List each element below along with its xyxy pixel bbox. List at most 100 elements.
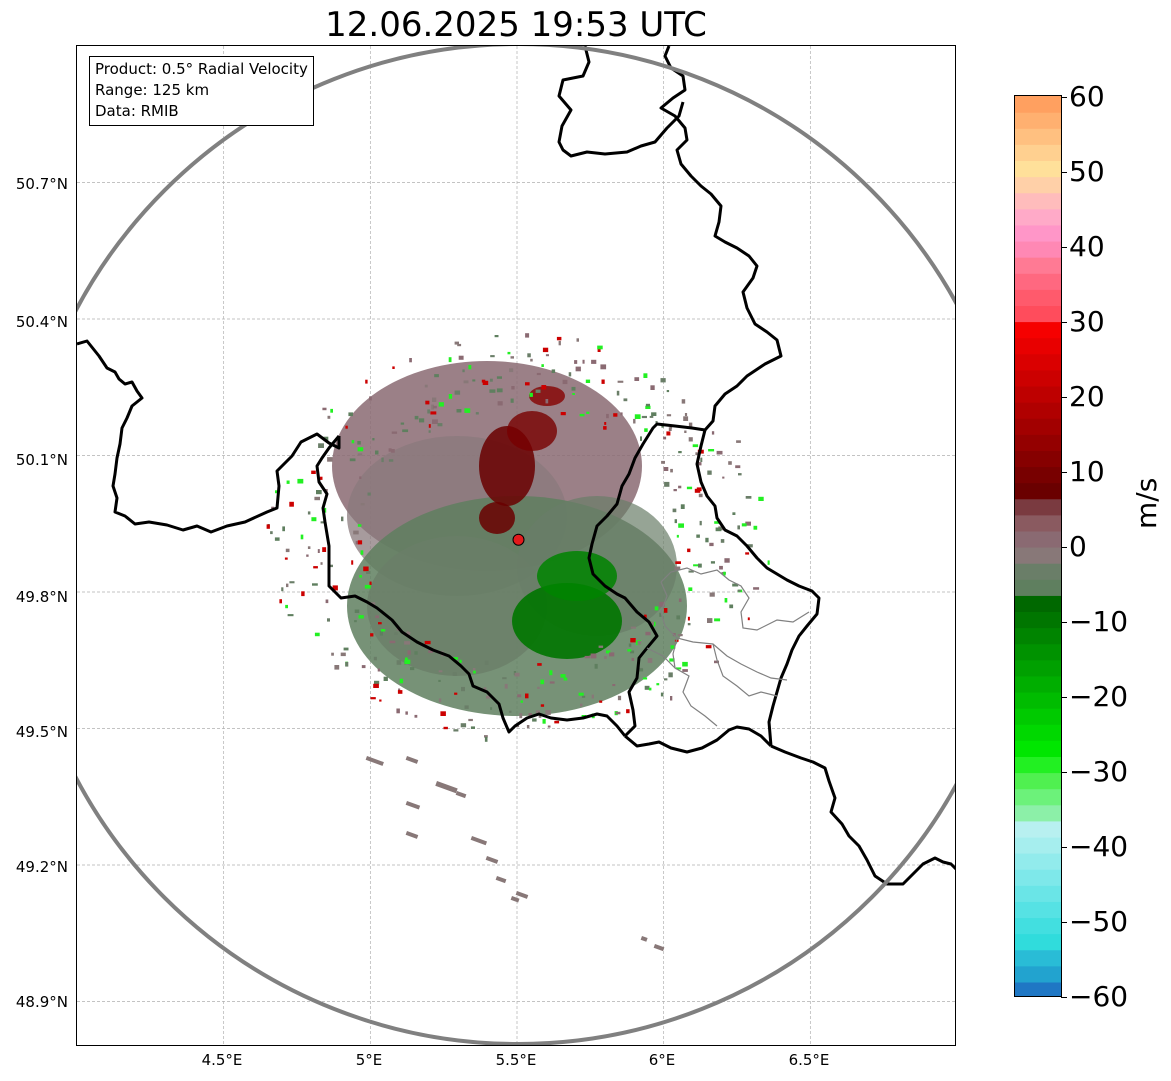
product-label: Product: 0.5° Radial Velocity (95, 60, 308, 78)
echo-pixel (707, 470, 712, 475)
echo-pixel (715, 527, 722, 532)
echo-pixel (737, 525, 740, 530)
echo-pixel (672, 508, 677, 513)
echo-pixel (670, 645, 676, 649)
echo-pixel (644, 685, 650, 690)
echo-pixel (287, 614, 294, 617)
echo-pixel (537, 686, 540, 689)
echo-pixel (613, 413, 618, 417)
echo-pixel (530, 358, 533, 362)
colorbar-segment (1015, 224, 1061, 242)
echo-pixel (563, 677, 568, 681)
echo-pixel (320, 476, 323, 480)
echo-pixel (660, 692, 664, 697)
echo-pixel (641, 415, 647, 419)
echo-pixel (562, 379, 568, 385)
echo-pixel (353, 530, 359, 535)
echo-pixel (747, 617, 750, 621)
echo-pixel (325, 599, 329, 604)
echo-pixel (747, 544, 753, 548)
echo-pixel (688, 587, 693, 591)
echo-pixel (724, 598, 728, 603)
echo-pixel (462, 369, 465, 373)
echo-pixel (454, 341, 459, 345)
echo-pixel (554, 720, 560, 724)
echo-pixel (520, 700, 523, 703)
echo-pixel (464, 705, 469, 709)
echo-pixel (327, 618, 330, 622)
echo-pixel (670, 468, 673, 473)
echo-pixel (286, 583, 289, 588)
echo-pixel (327, 457, 333, 462)
echo-pixel (732, 583, 739, 587)
colorbar-segment (1015, 885, 1061, 902)
colorbar-segment (1015, 450, 1061, 468)
colorbar-tick-mark (1061, 97, 1067, 98)
echo-pixel (682, 669, 688, 672)
echo-pixel (301, 591, 305, 597)
echo-pixel (399, 678, 404, 684)
colorbar-segment (1015, 595, 1061, 613)
district-boundary (672, 637, 718, 727)
echo-pixel (676, 534, 679, 538)
echo-pixel (753, 525, 758, 530)
echo-pixel (572, 393, 575, 395)
colorbar-tick-mark (1061, 922, 1067, 923)
echo-pixel (627, 649, 632, 652)
echo-pixel (314, 632, 320, 637)
echo-pixel (538, 714, 542, 718)
echo-pixel (527, 353, 531, 358)
clutter-streak (405, 830, 419, 839)
echo-pixel (428, 430, 431, 433)
echo-pixel (663, 467, 669, 471)
echo-pixel (673, 489, 677, 492)
echo-pixel (545, 354, 549, 357)
colorbar-segment (1015, 257, 1061, 274)
echo-pixel (452, 672, 457, 676)
colorbar-tick-mark (1061, 622, 1067, 623)
echo-pixel (600, 364, 607, 370)
echo-pixel (504, 683, 508, 689)
radar-map[interactable] (76, 45, 956, 1046)
echo-pixel (643, 373, 648, 378)
echo-pixel (454, 390, 461, 395)
colorbar-segment (1015, 643, 1061, 661)
echo-pixel (540, 704, 545, 707)
echo-pixel (698, 493, 703, 498)
echo-pixel (430, 411, 437, 415)
colorbar-segment (1015, 740, 1061, 757)
echo-pixel (664, 481, 670, 487)
echo-pixel (693, 564, 699, 567)
colorbar-tick-label: 20 (1069, 380, 1105, 413)
echo-pixel (678, 485, 682, 489)
echo-pixel (767, 560, 770, 565)
colorbar-segment (1015, 112, 1061, 129)
echo-pixel (732, 512, 736, 515)
netherlands-border (557, 46, 685, 158)
echo-pixel (669, 658, 675, 662)
echo-pixel (517, 694, 522, 698)
echo-pixel (560, 674, 566, 678)
echo-pixel (366, 571, 371, 574)
echo-pixel (509, 368, 514, 373)
range-label: Range: 125 km (95, 81, 210, 99)
echo-pixel (640, 668, 644, 672)
echo-pixel (331, 652, 334, 656)
echo-pixel (307, 546, 311, 549)
echo-pixel (722, 476, 725, 479)
echo-pixel (654, 606, 659, 611)
echo-pixel (357, 524, 362, 527)
echo-pixel (482, 380, 489, 385)
echo-pixel (438, 698, 442, 703)
echo-pixel (438, 402, 444, 407)
colorbar-gradient (1015, 96, 1061, 996)
echo-pixel (360, 503, 365, 506)
colorbar-tick-mark (1061, 547, 1067, 548)
echo-pixel (716, 450, 723, 455)
lon-tick-label: 6.5°E (788, 1051, 830, 1069)
echo-pixel (370, 697, 376, 700)
echo-pixel (381, 457, 384, 463)
echo-pixel (597, 347, 601, 352)
echo-pixel (696, 462, 702, 466)
echo-pixel (576, 338, 579, 342)
